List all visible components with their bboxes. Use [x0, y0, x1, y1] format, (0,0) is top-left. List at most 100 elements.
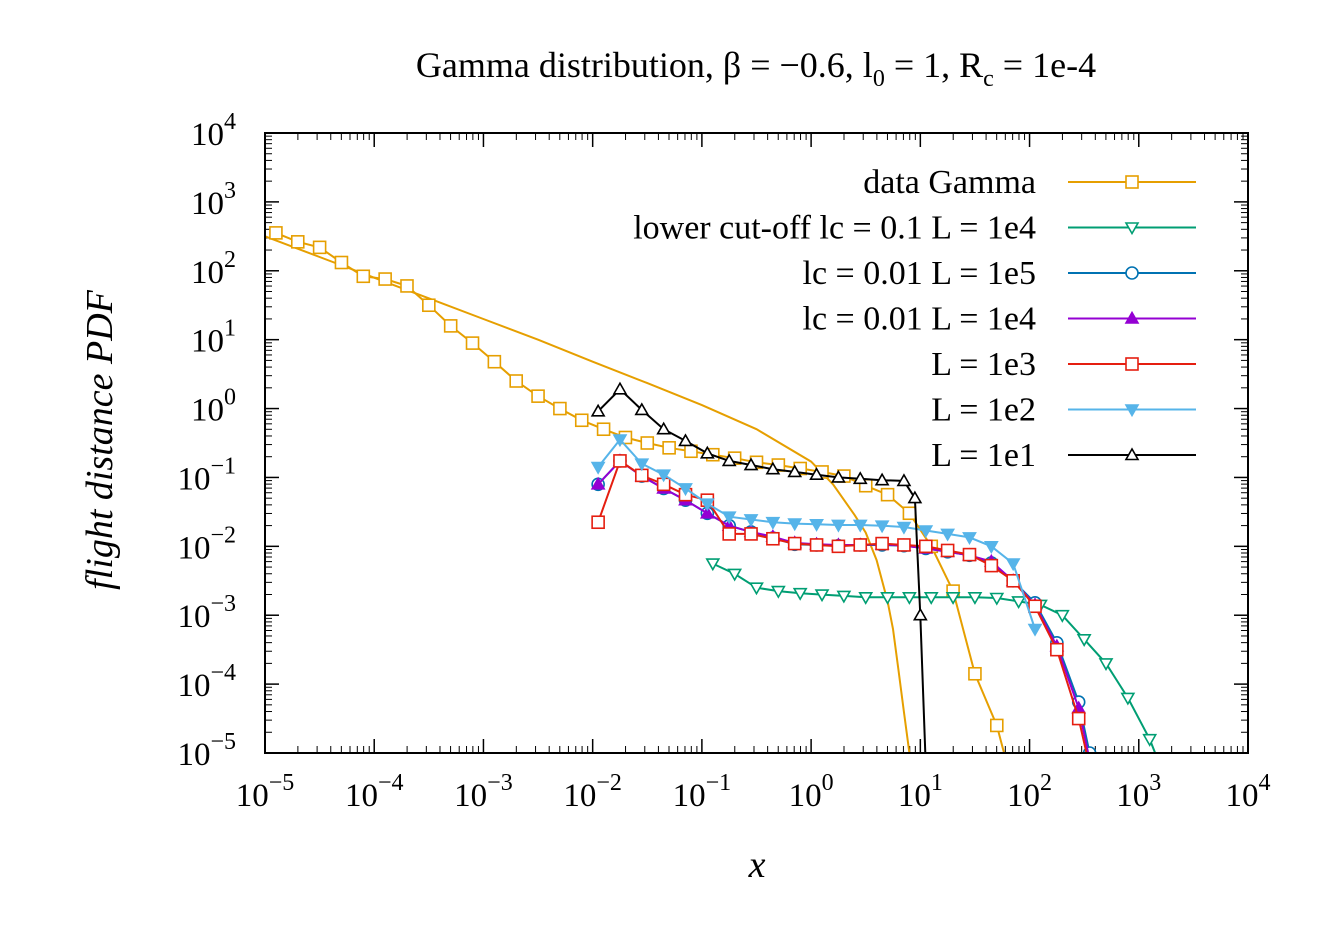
data-point [656, 469, 672, 483]
data-point [1005, 558, 1021, 572]
data-point [787, 464, 803, 478]
data-point [918, 539, 933, 554]
data-point [1071, 711, 1086, 726]
data-point [378, 272, 392, 286]
data-point [1142, 733, 1158, 747]
data-point [590, 476, 606, 490]
data-point [699, 445, 715, 459]
data-point [531, 389, 545, 403]
data-point [852, 519, 868, 533]
data-point [984, 558, 999, 573]
data-point [896, 473, 912, 487]
data-point [662, 441, 676, 455]
data-point [269, 226, 283, 240]
x-tick-label: 10−2 [563, 770, 622, 814]
data-point [912, 607, 928, 621]
data-point [1011, 596, 1027, 610]
data-point [968, 666, 982, 681]
data-point [1027, 623, 1043, 637]
data-point [1098, 658, 1114, 672]
x-tick-label: 10−5 [236, 770, 295, 814]
data-point [902, 506, 917, 521]
data-point [858, 592, 874, 605]
data-point [962, 547, 977, 562]
data-point [902, 592, 917, 605]
data-point [766, 531, 780, 546]
data-point [634, 458, 650, 472]
legend-marker [1125, 266, 1139, 280]
data-point [705, 558, 721, 572]
series-line [597, 459, 1088, 753]
data-point [699, 505, 715, 519]
data-point [400, 279, 414, 293]
data-point [509, 374, 524, 388]
data-point [1076, 634, 1092, 647]
data-point [590, 461, 606, 475]
y-tick-label: 102 [191, 247, 236, 291]
data-point [809, 467, 824, 480]
series-line [597, 459, 1090, 753]
data-point [591, 515, 605, 530]
y-tick-label: 103 [191, 178, 236, 222]
legend-marker [1124, 447, 1140, 461]
data-point [940, 543, 955, 558]
data-point [967, 592, 983, 605]
data-point [443, 319, 458, 333]
legend-marker [1124, 222, 1140, 236]
data-point [874, 472, 890, 486]
data-point [634, 402, 650, 416]
x-tick-label: 103 [1116, 770, 1161, 814]
y-tick-labels: 10−5 10−4 10−3 10−2 10−1 100 101 102 103 104 [177, 109, 236, 773]
y-axis-label: flight distance PDF [79, 289, 121, 590]
plot-area [265, 226, 1158, 753]
series-5 [590, 434, 1043, 637]
data-point [678, 483, 693, 497]
series-group [269, 226, 1158, 753]
data-point [422, 298, 436, 313]
x-tick-labels: 10−5 10−4 10−3 10−2 10−1 100 101 102 103 104 [236, 770, 1271, 814]
series-3 [590, 453, 1090, 753]
y-tick-label: 100 [191, 385, 236, 429]
x-tick-label: 100 [789, 770, 834, 814]
data-point [897, 538, 911, 552]
data-point [721, 511, 737, 525]
series-0 [269, 226, 1006, 753]
data-point [553, 401, 567, 416]
series-2 [591, 454, 1097, 753]
plot-frame [264, 132, 1249, 754]
data-point [989, 592, 1005, 606]
data-point [1050, 642, 1064, 657]
legend-marker [1125, 175, 1139, 189]
legend-label: data Gamma [863, 164, 1036, 201]
data-point [312, 240, 327, 255]
data-point [613, 454, 627, 468]
series-6 [590, 381, 928, 753]
data-point [290, 235, 305, 249]
data-point [852, 471, 868, 485]
data-point [590, 403, 606, 417]
data-point [907, 490, 923, 504]
data-point [356, 269, 371, 284]
data-point [896, 521, 912, 535]
data-point [831, 469, 846, 483]
data-point [574, 413, 589, 428]
data-point [989, 718, 1004, 733]
y-tick-label: 101 [191, 316, 236, 360]
data-point [836, 590, 852, 604]
x-tick-label: 10−4 [345, 770, 404, 814]
y-tick-label: 10−2 [177, 522, 236, 566]
series-line [597, 459, 1091, 753]
y-tick-label: 10−3 [177, 591, 236, 635]
data-point [749, 582, 764, 596]
data-point [744, 527, 758, 541]
data-point [487, 354, 502, 369]
data-point [334, 255, 349, 270]
legend-label: lower cut-off lc = 0.1 L = 1e4 [633, 210, 1036, 247]
data-point [809, 518, 824, 532]
legend-marker [1124, 404, 1140, 418]
series-line [712, 562, 1157, 753]
chart-title: Gamma distribution, β = −0.6, l0 = 1, Rc… [416, 45, 1096, 92]
data-point [1120, 692, 1136, 706]
series-4 [591, 454, 1088, 753]
